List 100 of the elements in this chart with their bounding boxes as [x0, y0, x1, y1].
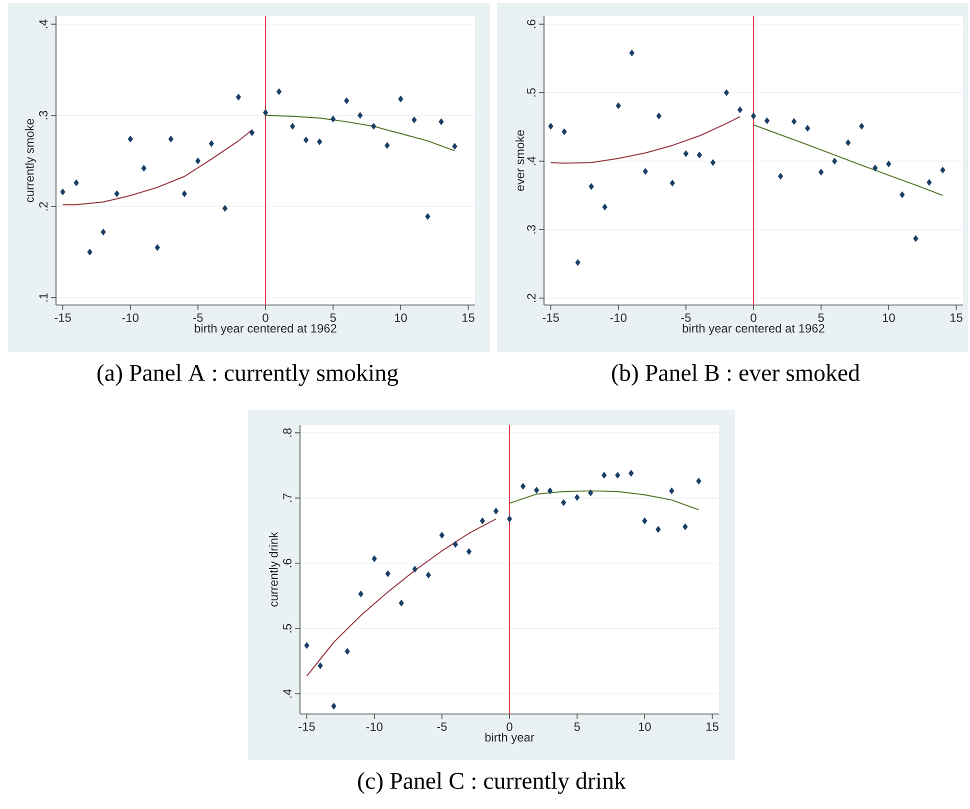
point — [696, 478, 702, 484]
x-tick-label: 5 — [818, 314, 824, 322]
point — [412, 566, 418, 573]
x-tick-label: -15 — [298, 722, 315, 731]
point — [304, 642, 310, 649]
point — [562, 128, 567, 136]
point — [168, 136, 174, 142]
point — [384, 142, 390, 149]
point — [669, 487, 674, 494]
point — [439, 532, 445, 539]
point — [372, 555, 377, 562]
point — [602, 472, 607, 479]
point — [452, 540, 458, 548]
point — [846, 139, 851, 146]
y-tick-label: .3 — [39, 110, 48, 120]
point — [683, 150, 689, 158]
point — [154, 244, 160, 251]
x-axis-title: birth year centered at 1962 — [682, 324, 824, 335]
x-tick-label: -15 — [54, 314, 71, 322]
point — [114, 190, 120, 198]
point — [548, 122, 554, 130]
y-tick-label: .2 — [39, 202, 48, 210]
point — [493, 508, 499, 514]
point — [371, 122, 376, 130]
point — [318, 662, 323, 670]
point — [466, 548, 472, 555]
x-tick-label: -5 — [681, 314, 691, 322]
x-tick-label: 5 — [574, 722, 580, 731]
y-axis-title: ever smoke — [515, 130, 524, 191]
point — [575, 259, 580, 266]
point — [560, 499, 566, 506]
point — [506, 516, 512, 522]
point — [60, 188, 66, 196]
x-tick-label: -10 — [610, 314, 627, 322]
x-tick-label: 0 — [262, 314, 268, 322]
point — [534, 486, 540, 494]
point — [222, 204, 228, 212]
point — [682, 523, 688, 530]
x-tick-label: 5 — [330, 314, 336, 322]
point — [331, 702, 336, 710]
point — [940, 166, 946, 174]
x-axis-title: birth year centered at 1962 — [194, 324, 336, 335]
point — [438, 118, 444, 126]
point — [804, 124, 810, 132]
x-tick-label: -15 — [542, 314, 559, 322]
x-tick-label: -10 — [122, 314, 139, 322]
line-series — [306, 518, 497, 677]
point — [750, 112, 756, 120]
x-tick-label: 0 — [750, 314, 756, 322]
point — [670, 180, 676, 186]
y-tick-label: .6 — [283, 558, 292, 568]
point — [818, 168, 824, 176]
y-tick-label: .6 — [527, 20, 536, 28]
x-tick-label: 10 — [394, 314, 407, 322]
point — [290, 122, 296, 130]
point — [398, 600, 404, 606]
x-tick-label: 15 — [950, 314, 962, 322]
point — [262, 109, 268, 116]
point — [316, 138, 322, 146]
point — [629, 50, 634, 56]
x-tick-label: -5 — [193, 314, 203, 322]
x-axis-title: birth year — [485, 732, 534, 744]
point — [602, 204, 608, 210]
point — [358, 112, 363, 119]
point — [656, 526, 661, 533]
text: (a) Panel A : currently smoking — [97, 364, 398, 386]
point — [724, 89, 730, 96]
point — [913, 235, 918, 242]
point — [249, 129, 255, 136]
point — [385, 570, 390, 578]
point — [832, 158, 838, 165]
point — [872, 164, 878, 172]
point — [628, 470, 634, 477]
point — [764, 117, 770, 124]
point — [398, 96, 404, 102]
y-tick-label: .5 — [527, 88, 536, 97]
point — [588, 183, 594, 190]
point — [547, 487, 553, 494]
point — [426, 572, 432, 578]
point — [425, 213, 430, 220]
x-tick-label: 10 — [638, 722, 651, 731]
point — [87, 248, 92, 256]
text: (b) Panel B : ever smoked — [612, 364, 860, 386]
point — [276, 88, 282, 96]
point — [208, 140, 214, 148]
point — [236, 94, 242, 101]
point — [100, 228, 106, 236]
line-series — [550, 116, 741, 164]
point — [616, 102, 621, 110]
point — [886, 160, 892, 168]
y-tick-label: .5 — [283, 624, 292, 632]
y-tick-label: .4 — [527, 156, 536, 166]
y-tick-label: .1 — [39, 293, 48, 302]
point — [642, 517, 648, 524]
point — [344, 648, 350, 655]
point — [778, 172, 784, 180]
point — [926, 178, 932, 186]
point — [859, 122, 864, 130]
point — [520, 482, 526, 490]
line-series — [752, 124, 944, 196]
